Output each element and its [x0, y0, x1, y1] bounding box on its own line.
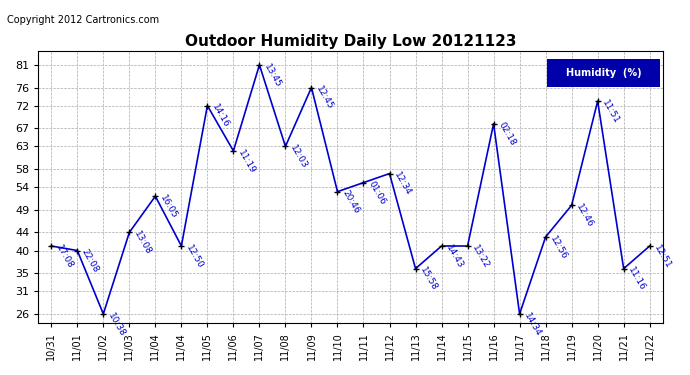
Text: 01:06: 01:06	[366, 180, 387, 207]
Text: 12:34: 12:34	[393, 171, 413, 198]
Text: 02:18: 02:18	[496, 121, 517, 148]
Text: 14:16: 14:16	[210, 103, 231, 130]
Text: 13:45: 13:45	[262, 62, 283, 89]
Text: 11:51: 11:51	[600, 98, 621, 125]
Title: Outdoor Humidity Daily Low 20121123: Outdoor Humidity Daily Low 20121123	[185, 34, 516, 49]
Text: 13:08: 13:08	[132, 230, 153, 256]
Text: 14:43: 14:43	[444, 243, 465, 270]
Text: 12:50: 12:50	[184, 243, 205, 270]
Text: 15:58: 15:58	[418, 266, 439, 293]
Text: 17:08: 17:08	[54, 243, 75, 270]
Text: Copyright 2012 Cartronics.com: Copyright 2012 Cartronics.com	[7, 15, 159, 25]
Text: 12:56: 12:56	[549, 234, 569, 261]
Text: 11:16: 11:16	[627, 266, 647, 293]
Text: 11:19: 11:19	[236, 148, 257, 175]
Text: 14:34: 14:34	[522, 311, 543, 338]
Text: 12:03: 12:03	[288, 144, 309, 170]
Text: 20:46: 20:46	[340, 189, 361, 216]
Text: 22:08: 22:08	[80, 248, 101, 274]
Text: 12:46: 12:46	[574, 202, 595, 229]
Text: 12:45: 12:45	[314, 85, 335, 111]
Text: 10:38: 10:38	[106, 311, 127, 338]
Text: 13:22: 13:22	[471, 243, 491, 270]
Text: 12:51: 12:51	[653, 243, 673, 270]
Text: 16:05: 16:05	[158, 194, 179, 220]
